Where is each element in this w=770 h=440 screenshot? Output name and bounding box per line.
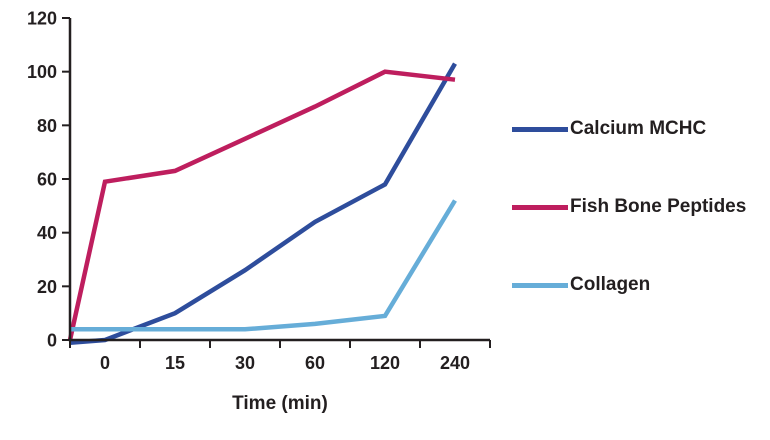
legend-item: Collagen — [512, 274, 746, 296]
legend-label: Fish Bone Peptides — [570, 196, 747, 217]
series-line-fish-bone-peptides — [67, 69, 456, 341]
legend-item: Fish Bone Peptides — [512, 196, 746, 218]
x-tick-label: 240 — [440, 353, 470, 373]
y-tick-label: 80 — [37, 116, 57, 136]
y-tick-label: 20 — [37, 277, 57, 297]
y-tick-label: 60 — [37, 170, 57, 190]
x-tick-label: 30 — [235, 353, 255, 373]
series-line-collagen — [70, 199, 457, 332]
legend: Calcium MCHC Fish Bone Peptides Collagen — [512, 118, 746, 296]
plot-svg: 0 20 40 60 80 100 120 0 15 30 60 120 240 — [27, 9, 491, 373]
y-tick-label: 120 — [27, 9, 57, 29]
x-tick-label: 0 — [100, 353, 110, 373]
y-tick-label: 0 — [47, 331, 57, 351]
axes: 0 20 40 60 80 100 120 0 15 30 60 120 240 — [27, 9, 491, 373]
y-tick-label: 40 — [37, 223, 57, 243]
y-tick-label: 100 — [27, 62, 57, 82]
x-tick-label: 60 — [305, 353, 325, 373]
legend-label: Calcium MCHC — [570, 118, 707, 139]
legend-item: Calcium MCHC — [512, 118, 746, 140]
series-line-calcium-mchc — [69, 62, 457, 345]
legend-swatch — [512, 126, 568, 132]
x-tick-label: 15 — [165, 353, 185, 373]
legend-label: Collagen — [570, 274, 651, 295]
x-tick-label: 120 — [370, 353, 400, 373]
x-axis-title: Time (min) — [232, 393, 328, 414]
series-lines — [67, 62, 457, 345]
legend-swatch — [512, 282, 568, 288]
legend-swatch — [512, 204, 568, 210]
